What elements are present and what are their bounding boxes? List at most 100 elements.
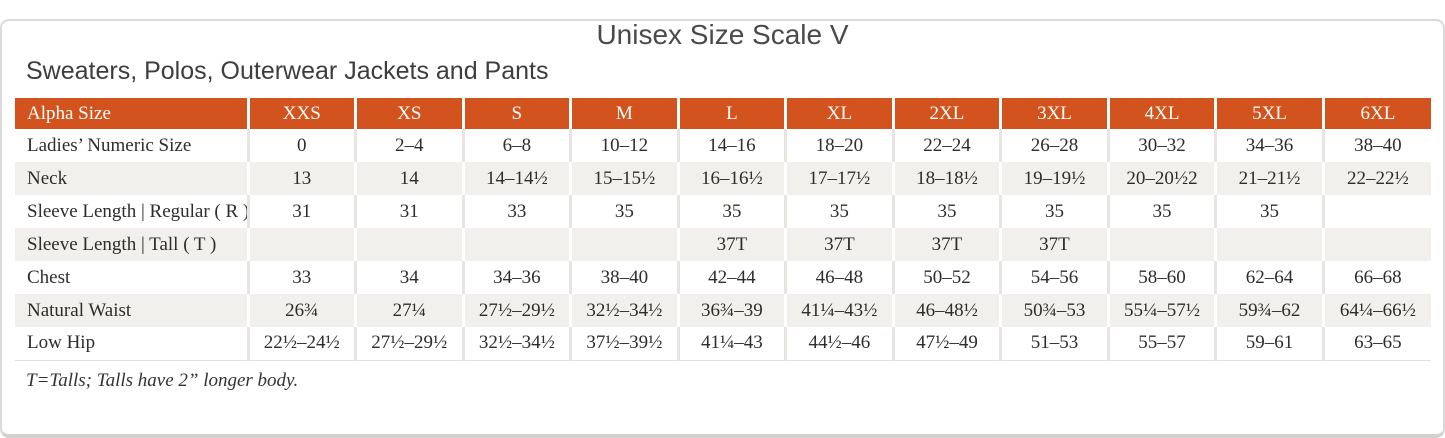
- size-cell: 63–65: [1354, 332, 1402, 354]
- size-cell: 55–57: [1108, 327, 1218, 360]
- page-subtitle: Sweaters, Polos, Outerwear Jackets and P…: [26, 57, 549, 85]
- size-cell: 18–18½: [893, 162, 1003, 195]
- size-cell: 44½–46: [785, 327, 895, 360]
- header-row: Alpha Size XXS XS S M L XL 2XL 3XL 4XL 5XL 6XL: [15, 98, 1431, 129]
- column-header: 2XL: [893, 98, 1003, 129]
- page-title: Unisex Size Scale V: [596, 19, 849, 50]
- size-cell: [1323, 228, 1431, 261]
- size-cell: 22–24: [893, 129, 1003, 162]
- size-cell: 42–44: [678, 261, 788, 294]
- size-cell: 46–48: [785, 261, 895, 294]
- table-header: Alpha Size XXS XS S M L XL 2XL 3XL 4XL 5XL 6XL: [15, 98, 1431, 129]
- row-label: Chest: [15, 261, 250, 294]
- size-cell: 41¼–43½: [785, 294, 895, 327]
- row-label: Natural Waist: [15, 294, 250, 327]
- size-cell: 27¼: [355, 294, 465, 327]
- table-row: Chest 33 34 34–36 38–40 42–44 46–48 50–52 54–56 5…: [15, 261, 1431, 294]
- size-cell: [1323, 195, 1431, 228]
- size-cell: 21–21½: [1215, 162, 1325, 195]
- size-cell: 15–15½: [570, 162, 680, 195]
- size-cell: 32½–34½: [463, 327, 573, 360]
- column-header: 3XL: [1000, 98, 1110, 129]
- column-header: M: [570, 98, 680, 129]
- size-cell: 6–8: [463, 129, 573, 162]
- size-cell: 34–36: [1215, 129, 1325, 162]
- size-cell: 64¼–66½: [1339, 299, 1416, 321]
- size-cell: 62–64: [1215, 261, 1325, 294]
- size-cell: 50¾–53: [1000, 294, 1110, 327]
- table-row: Low Hip 22½–24½ 27½–29½ 32½–34½ 37½–39½ 41¼–4…: [15, 327, 1431, 360]
- column-header: L: [678, 98, 788, 129]
- size-cell: 51–53: [1000, 327, 1110, 360]
- size-cell: [1215, 228, 1325, 261]
- size-cell: 34–36: [463, 261, 573, 294]
- size-cell: 66–68: [1354, 266, 1402, 288]
- row-label: Sleeve Length | Regular ( R ): [15, 195, 250, 228]
- size-cell: [355, 228, 465, 261]
- size-cell: 31: [355, 195, 465, 228]
- column-header: 6XL: [1323, 98, 1431, 129]
- size-cell: 59¾–62: [1215, 294, 1325, 327]
- size-cell: 19–19½: [1000, 162, 1110, 195]
- size-cell: 50–52: [893, 261, 1003, 294]
- table-row: Neck 13 14 14–14½ 15–15½ 16–16½ 17–17½ 18–18½ 19…: [15, 162, 1431, 195]
- table-row: Natural Waist 26¾ 27¼ 27½–29½ 32½–34½ 36¾–39 4…: [15, 294, 1431, 327]
- size-cell: 55¼–57½: [1108, 294, 1218, 327]
- size-cell: 14–14½: [463, 162, 573, 195]
- size-cell: 2–4: [355, 129, 465, 162]
- size-cell: 37T: [678, 228, 788, 261]
- footnote: T=Talls; Talls have 2” longer body.: [26, 369, 299, 391]
- size-cell: 37½–39½: [570, 327, 680, 360]
- size-cell: [248, 228, 358, 261]
- size-cell: 22–22½: [1347, 167, 1409, 189]
- column-header: 4XL: [1108, 98, 1218, 129]
- size-cell: 38–40: [1354, 134, 1402, 156]
- size-cell: 35: [785, 195, 895, 228]
- column-header-label: Alpha Size: [15, 98, 250, 129]
- size-cell: 26¾: [248, 294, 358, 327]
- size-cell: 10–12: [570, 129, 680, 162]
- table-row: Ladies’ Numeric Size 0 2–4 6–8 10–12 14–16 18–…: [15, 129, 1431, 162]
- size-cell: 20–20½2: [1108, 162, 1218, 195]
- size-cell: 59–61: [1215, 327, 1325, 360]
- size-cell: 18–20: [785, 129, 895, 162]
- size-cell: 47½–49: [893, 327, 1003, 360]
- size-cell: 16–16½: [678, 162, 788, 195]
- size-cell: 35: [1000, 195, 1110, 228]
- size-cell: [570, 228, 680, 261]
- size-cell: 35: [893, 195, 1003, 228]
- table-body: Ladies’ Numeric Size 0 2–4 6–8 10–12 14–16 18–…: [15, 129, 1431, 360]
- size-cell: 31: [248, 195, 358, 228]
- size-cell: 27½–29½: [463, 294, 573, 327]
- size-cell: 0: [248, 129, 358, 162]
- size-cell: 38–40: [570, 261, 680, 294]
- size-cell: 37T: [1000, 228, 1110, 261]
- column-header: XS: [355, 98, 465, 129]
- size-cell: 35: [570, 195, 680, 228]
- size-cell: 13: [248, 162, 358, 195]
- size-cell: 33: [463, 195, 573, 228]
- size-cell: 14–16: [678, 129, 788, 162]
- row-label: Ladies’ Numeric Size: [15, 129, 250, 162]
- size-cell: 36¾–39: [678, 294, 788, 327]
- size-cell: 35: [1108, 195, 1218, 228]
- size-cell: [463, 228, 573, 261]
- size-cell: 46–48½: [893, 294, 1003, 327]
- column-header: 5XL: [1215, 98, 1325, 129]
- size-table: Alpha Size XXS XS S M L XL 2XL 3XL 4XL 5XL 6XL Ladi…: [15, 98, 1431, 361]
- size-cell: 37T: [893, 228, 1003, 261]
- column-header: XXS: [248, 98, 358, 129]
- size-cell: [1108, 228, 1218, 261]
- size-cell: 22½–24½: [248, 327, 358, 360]
- size-cell: 58–60: [1108, 261, 1218, 294]
- row-label: Neck: [15, 162, 250, 195]
- column-header: S: [463, 98, 573, 129]
- size-chart-page: Unisex Size Scale V Sweaters, Polos, Out…: [0, 19, 1445, 438]
- size-cell: 30–32: [1108, 129, 1218, 162]
- size-cell: 35: [678, 195, 788, 228]
- size-cell: 17–17½: [785, 162, 895, 195]
- table-row: Sleeve Length | Tall ( T ) 37T 37T 37T 37T: [15, 228, 1431, 261]
- row-label: Low Hip: [15, 327, 250, 360]
- size-cell: 32½–34½: [570, 294, 680, 327]
- size-cell: 41¼–43: [678, 327, 788, 360]
